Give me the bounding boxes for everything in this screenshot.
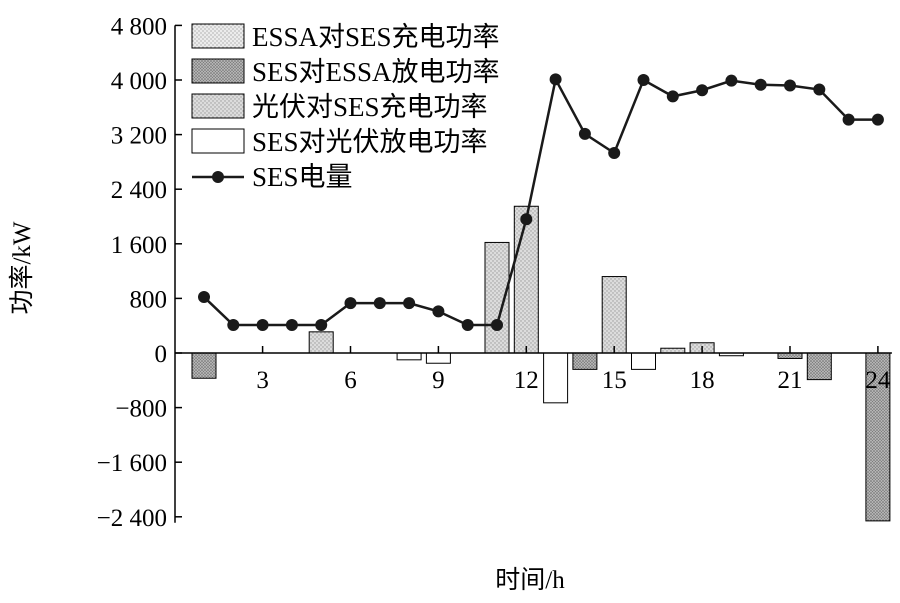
line-point	[813, 83, 826, 96]
line-point	[871, 113, 884, 126]
line-point	[637, 74, 650, 86]
line-point	[373, 297, 386, 310]
line-point	[666, 90, 679, 103]
line-point	[256, 319, 269, 332]
y-tick-label: 800	[130, 286, 168, 313]
line-point	[461, 319, 474, 332]
line-point	[578, 127, 591, 140]
y-tick-label: 4 800	[111, 13, 167, 40]
line-point	[842, 113, 855, 126]
bar	[191, 352, 217, 379]
line-point	[696, 84, 709, 97]
x-tick-label: 9	[432, 367, 445, 394]
x-tick-label: 18	[690, 367, 715, 394]
y-ticks: −2 400 −1 600 −800 0 800 1 600 2 400 3 200 4 000…	[97, 13, 182, 532]
line-point	[608, 147, 621, 160]
axes-layer	[174, 25, 892, 523]
bar	[513, 205, 539, 354]
bar	[425, 352, 451, 364]
x-axis-label: 时间/h	[495, 566, 565, 594]
y-tick-label: 3 200	[111, 123, 167, 150]
bar	[631, 352, 656, 370]
line-point	[198, 291, 210, 304]
line-point	[344, 297, 357, 310]
x-tick-label: 3	[256, 367, 269, 394]
line-point	[432, 305, 445, 318]
legend-swatch	[191, 58, 245, 84]
line-point	[285, 319, 298, 332]
legend-label: SES电量	[252, 162, 353, 192]
line-point	[491, 319, 503, 332]
legend-label: SES对ESSA放电功率	[252, 57, 500, 87]
x-ticks: 3 6 9 12 15 18 21 24	[256, 346, 891, 394]
legend-label: ESSA对SES充电功率	[252, 22, 500, 52]
line-layer	[198, 73, 884, 332]
bar	[806, 352, 832, 381]
x-tick-label: 21	[778, 367, 803, 394]
line-point	[403, 297, 416, 310]
y-tick-label: −2 400	[97, 505, 167, 532]
bar	[308, 331, 334, 354]
line-point	[520, 213, 533, 226]
x-tick-label: 24	[865, 367, 891, 394]
line-point	[227, 319, 240, 332]
line-point	[315, 319, 328, 332]
bar	[396, 352, 422, 361]
line-point	[754, 78, 767, 91]
y-tick-label: 1 600	[111, 232, 167, 259]
y-tick-label: −800	[115, 396, 167, 423]
y-tick-label: 4 000	[111, 68, 167, 95]
y-tick-label: −1 600	[97, 450, 167, 477]
y-axis-label: 功率/kW	[8, 221, 36, 314]
bar	[777, 352, 803, 359]
y-tick-label: 0	[155, 341, 168, 368]
legend-swatch	[191, 93, 245, 119]
line-point	[784, 79, 796, 92]
x-tick-label: 12	[514, 367, 539, 394]
x-tick-label: 15	[602, 367, 627, 394]
x-tick-label: 6	[344, 367, 357, 394]
legend-swatch-marker	[212, 171, 224, 183]
bar	[601, 276, 627, 354]
y-tick-label: 2 400	[111, 177, 167, 204]
bar	[572, 352, 598, 370]
legend-label: 光伏对SES充电功率	[252, 92, 488, 122]
bar	[543, 352, 569, 404]
bars-layer	[191, 205, 891, 522]
line-point	[725, 74, 738, 87]
line-point	[549, 73, 562, 86]
legend-label: SES对光伏放电功率	[252, 127, 488, 157]
bar	[865, 352, 891, 522]
legend-swatch	[191, 23, 245, 49]
legend-swatch	[191, 128, 245, 154]
